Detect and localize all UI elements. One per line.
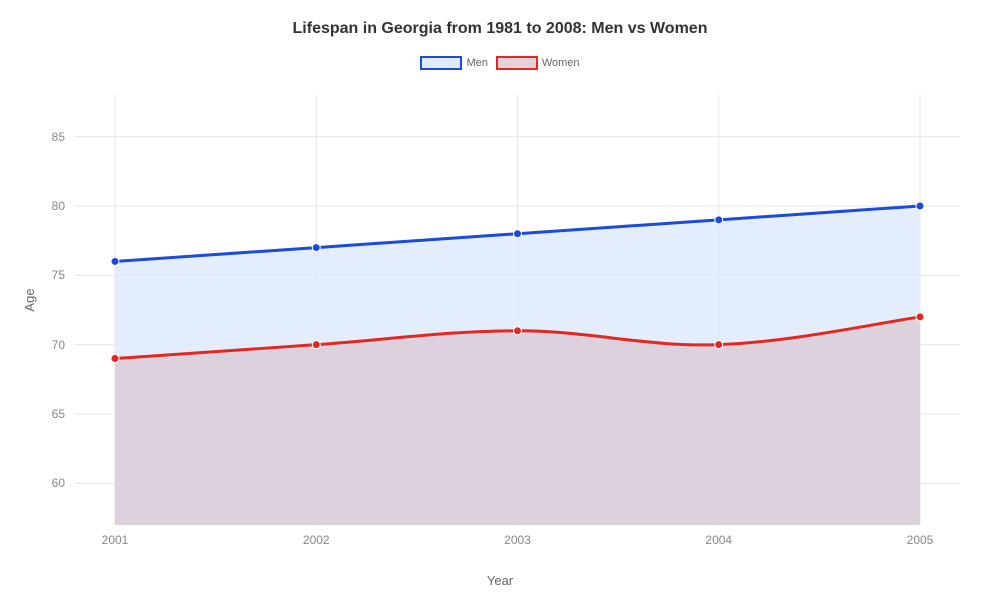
marker-women[interactable] xyxy=(715,341,723,349)
x-tick-label: 2002 xyxy=(303,533,330,547)
marker-men[interactable] xyxy=(111,257,119,265)
chart-svg xyxy=(75,95,960,525)
x-tick-label: 2004 xyxy=(705,533,732,547)
plot-area: 606570758085 20012002200320042005 xyxy=(75,95,960,525)
x-tick-label: 2003 xyxy=(504,533,531,547)
marker-women[interactable] xyxy=(916,313,924,321)
marker-women[interactable] xyxy=(514,327,522,335)
y-axis-label: Age xyxy=(22,288,37,311)
x-tick-label: 2001 xyxy=(102,533,129,547)
marker-men[interactable] xyxy=(514,230,522,238)
marker-men[interactable] xyxy=(916,202,924,210)
y-tick-label: 85 xyxy=(52,130,65,144)
legend: Men Women xyxy=(0,56,1000,70)
legend-box-men xyxy=(420,56,462,70)
chart-title: Lifespan in Georgia from 1981 to 2008: M… xyxy=(0,0,1000,38)
marker-men[interactable] xyxy=(715,216,723,224)
y-tick-label: 70 xyxy=(52,338,65,352)
legend-item-women[interactable]: Women xyxy=(496,56,580,70)
marker-women[interactable] xyxy=(111,355,119,363)
marker-women[interactable] xyxy=(312,341,320,349)
y-tick-label: 60 xyxy=(52,476,65,490)
legend-label-men: Men xyxy=(466,57,487,69)
marker-men[interactable] xyxy=(312,244,320,252)
legend-label-women: Women xyxy=(542,57,580,69)
y-tick-label: 75 xyxy=(52,268,65,282)
y-tick-label: 80 xyxy=(52,199,65,213)
legend-item-men[interactable]: Men xyxy=(420,56,487,70)
legend-box-women xyxy=(496,56,538,70)
x-axis-label: Year xyxy=(487,573,513,588)
y-tick-label: 65 xyxy=(52,407,65,421)
x-tick-label: 2005 xyxy=(907,533,934,547)
